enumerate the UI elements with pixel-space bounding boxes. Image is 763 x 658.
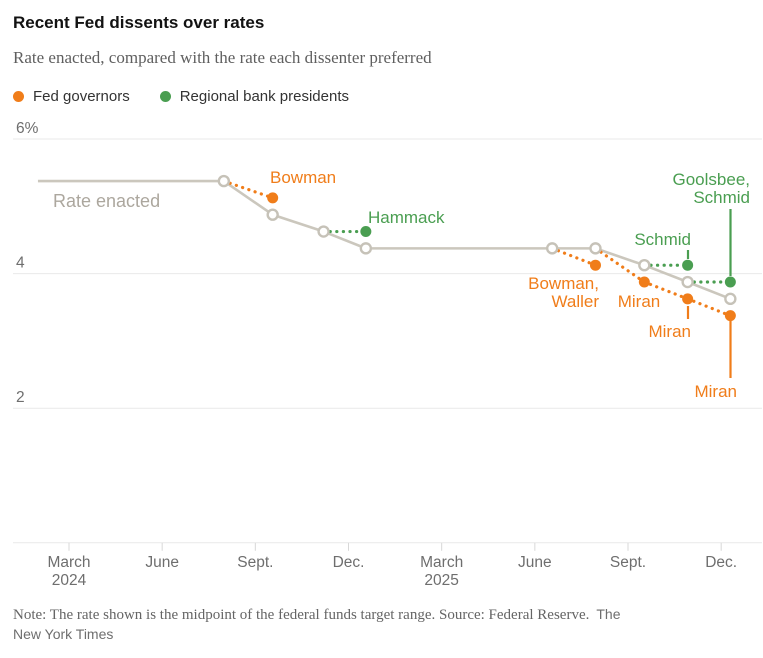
dissent-label: Waller bbox=[551, 292, 599, 311]
dissent-dotted-line bbox=[642, 280, 690, 301]
meeting-marker bbox=[545, 242, 559, 255]
dissent-segments bbox=[222, 179, 732, 318]
dissent-dots bbox=[267, 192, 736, 322]
dissent-label: Bowman, bbox=[528, 274, 599, 293]
dissent-label: Goolsbee, bbox=[673, 170, 751, 189]
page-title: Recent Fed dissents over rates bbox=[13, 13, 265, 32]
x-axis-label: Sept. bbox=[237, 554, 273, 571]
legend-label: Fed governors bbox=[33, 88, 130, 105]
x-axis-label: Dec. bbox=[333, 554, 365, 571]
dissent-label: Miran bbox=[618, 292, 661, 311]
fed-governors-dot-icon bbox=[13, 91, 24, 102]
footnote-line1: Note: The rate shown is the midpoint of … bbox=[13, 605, 753, 625]
dissent-dotted-line bbox=[593, 246, 646, 284]
dissent-dot bbox=[724, 310, 736, 322]
y-axis-label: 2 bbox=[16, 389, 25, 406]
x-axis-label: June bbox=[145, 554, 179, 571]
y-axis-label: 6% bbox=[16, 120, 39, 137]
y-axis-label: 4 bbox=[16, 255, 25, 272]
annotations: Bowman Hammack Bowman,Waller Miran Schmid Mir… bbox=[270, 168, 750, 401]
rate-enacted-line bbox=[37, 179, 731, 301]
x-axis-label: 2024 bbox=[52, 572, 87, 589]
rate-enacted-series: Rate enacted bbox=[37, 179, 731, 301]
legend-item-fed-governors: Fed governors bbox=[13, 88, 130, 105]
meeting-markers bbox=[217, 174, 737, 306]
x-axis-label: 2025 bbox=[424, 572, 458, 589]
dissent-dot bbox=[724, 276, 736, 288]
dissent-dot bbox=[360, 226, 372, 238]
dissent-label: Hammack bbox=[368, 208, 445, 227]
meeting-marker bbox=[266, 208, 279, 221]
dissent-dot bbox=[682, 293, 694, 305]
legend-item-regional-bank-presidents: Regional bank presidents bbox=[159, 88, 349, 105]
credit-text: The bbox=[596, 606, 621, 622]
chart-subtitle: Rate enacted, compared with the rate eac… bbox=[13, 48, 432, 67]
meeting-marker bbox=[217, 174, 231, 188]
x-axis-label: Sept. bbox=[610, 554, 646, 571]
meeting-marker bbox=[681, 275, 694, 289]
dissent-dot bbox=[589, 259, 601, 271]
dissent-label: Miran bbox=[694, 382, 737, 401]
dissent-label: Bowman bbox=[270, 168, 336, 187]
x-axis-label: March bbox=[47, 554, 90, 571]
x-axis-label: March bbox=[420, 554, 463, 571]
dissent-dot bbox=[638, 276, 650, 288]
dissent-dot bbox=[682, 259, 694, 271]
x-axis-label: Dec. bbox=[705, 554, 737, 571]
dissent-dotted-line bbox=[222, 179, 275, 200]
meeting-marker bbox=[359, 242, 373, 255]
meeting-marker bbox=[638, 258, 651, 272]
dissent-label: Miran bbox=[648, 322, 691, 341]
dissent-label: Schmid bbox=[634, 230, 691, 249]
y-gridlines: 6% 4 2 bbox=[13, 120, 762, 409]
credit-line2: New York Times bbox=[13, 626, 114, 642]
dissent-dot bbox=[267, 192, 279, 204]
meeting-marker bbox=[589, 242, 602, 255]
x-axis-label: June bbox=[518, 554, 552, 571]
footnote: Note: The rate shown is the midpoint of … bbox=[13, 605, 753, 644]
rate-enacted-label: Rate enacted bbox=[53, 191, 160, 211]
meeting-marker bbox=[317, 225, 330, 238]
note-text: Note: The rate shown is the midpoint of … bbox=[13, 607, 590, 623]
legend-label: Regional bank presidents bbox=[179, 88, 349, 105]
regional-bank-presidents-dot-icon bbox=[159, 91, 171, 102]
dissent-label: Schmid bbox=[693, 188, 750, 207]
dissent-dotted-line bbox=[550, 246, 598, 267]
meeting-marker bbox=[724, 292, 737, 306]
dissent-dotted-line bbox=[686, 297, 732, 318]
legend: Fed governors Regional bank presidents bbox=[13, 88, 349, 105]
